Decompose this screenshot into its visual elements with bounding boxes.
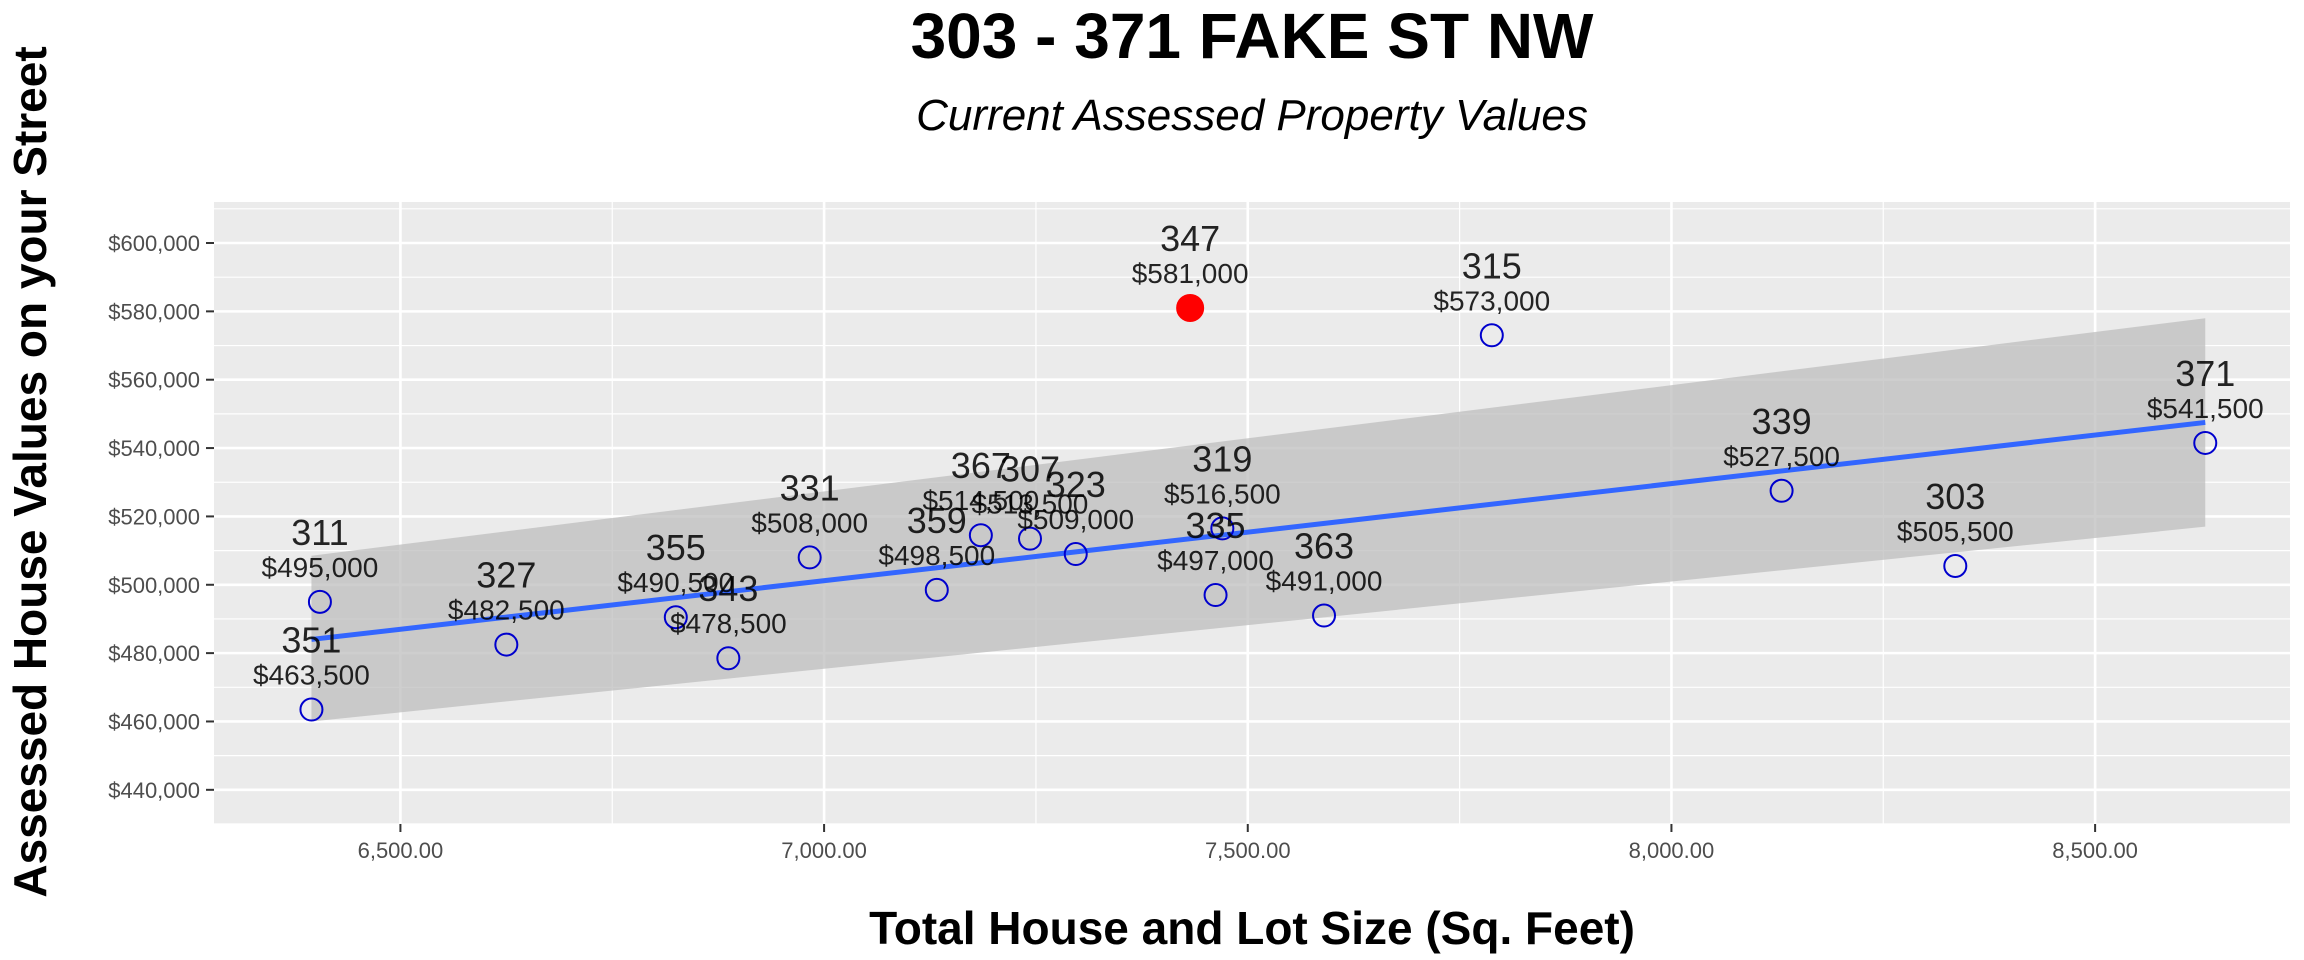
data-point [494,632,519,657]
x-tick-label: 7,500.00 [1205,838,1291,863]
point-value-label: $527,500 [1723,441,1840,472]
chart-subtitle: Current Assessed Property Values [916,91,1588,140]
point-number-label: 331 [780,467,840,508]
point-labels: 303$505,500 307$513,500 311$495,000 315$573… [253,218,2264,691]
data-point [968,523,993,548]
point-number-label: 323 [1046,464,1106,505]
data-point [1203,583,1228,608]
point-value-label: $463,500 [253,660,370,691]
point-value-label: $541,500 [2147,393,2264,424]
confidence-band [311,318,2206,722]
y-axis-ticks: $440,000 $460,000 $480,000 $500,000 $520,000… [108,231,214,803]
point-number-label: 327 [476,555,536,596]
y-tick-label: $520,000 [108,504,200,529]
point-value-label: $514,500 [922,485,1039,516]
x-tick-label: 8,500.00 [2052,838,2138,863]
point-value-label: $482,500 [448,595,565,626]
y-tick-label: $460,000 [108,709,200,734]
y-tick-label: $480,000 [108,641,200,666]
data-point [1063,542,1088,567]
point-value-label: $513,500 [972,489,1089,520]
trend-line [311,419,2206,642]
point-value-label: $491,000 [1266,566,1383,597]
point-number-label: 335 [1186,505,1246,546]
data-point [1210,516,1235,541]
point-number-label: 363 [1294,526,1354,567]
data-point [1943,553,1968,578]
data-point [299,697,324,722]
x-axis-ticks: 6,500.00 7,000.00 7,500.00 8,000.00 8,500.00 [358,824,2138,863]
data-point [1017,526,1042,551]
y-tick-label: $600,000 [108,231,200,256]
data-point [2193,430,2218,455]
data-point [307,589,332,614]
x-tick-label: 7,000.00 [781,838,867,863]
data-point [797,545,822,570]
point-value-label: $505,500 [1897,516,2014,547]
data-point [1479,323,1504,348]
point-value-label: $573,000 [1433,285,1550,316]
point-value-label: $495,000 [262,552,379,583]
point-value-label: $498,500 [878,540,995,571]
point-value-label: $581,000 [1132,258,1249,289]
highlighted-data-point [1176,293,1205,322]
point-number-label: 339 [1752,401,1812,442]
data-point [716,646,741,671]
point-number-label: 319 [1192,438,1252,479]
point-number-label: 359 [907,500,967,541]
y-tick-label: $500,000 [108,573,200,598]
point-value-label: $508,000 [751,507,868,538]
y-tick-label: $540,000 [108,436,200,461]
point-number-label: 355 [646,527,706,568]
point-number-label: 347 [1160,218,1220,259]
chart-title: 303 - 371 FAKE ST NW [911,0,1594,72]
point-number-label: 311 [291,512,348,553]
y-tick-label: $440,000 [108,778,200,803]
y-axis-title: Assessed House Values on your Street [4,46,56,897]
point-value-label: $497,000 [1157,545,1274,576]
data-point [1312,603,1337,628]
point-value-label: $490,500 [617,567,734,598]
point-value-label: $478,500 [670,608,787,639]
point-number-label: 371 [2175,353,2235,394]
point-value-label: $509,000 [1017,504,1134,535]
point-number-label: 303 [1925,476,1985,517]
y-tick-label: $560,000 [108,368,200,393]
x-tick-label: 8,000.00 [1629,838,1715,863]
point-value-label: $516,500 [1164,478,1281,509]
x-axis-title: Total House and Lot Size (Sq. Feet) [869,902,1635,954]
data-point [1769,478,1794,503]
x-tick-label: 6,500.00 [358,838,444,863]
y-tick-label: $580,000 [108,299,200,324]
point-number-label: 351 [281,620,341,661]
data-points [299,293,2218,722]
point-number-label: 343 [698,568,758,609]
point-number-label: 367 [951,445,1011,486]
data-point [663,605,688,630]
point-number-label: 315 [1462,245,1522,286]
data-point [924,577,949,602]
point-number-label: 307 [1000,449,1060,490]
